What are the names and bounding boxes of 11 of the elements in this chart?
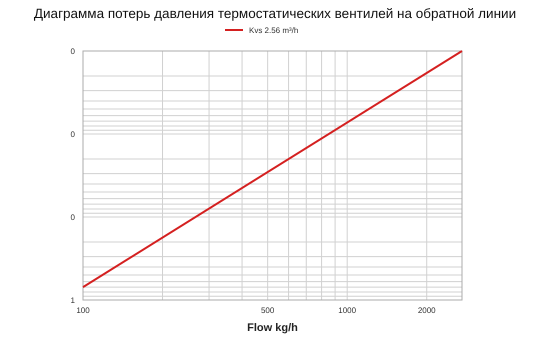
y-tick-label: 0 xyxy=(70,213,76,222)
legend-label: Kvs 2.56 m³/h xyxy=(249,26,298,35)
x-tick-label: 2000 xyxy=(418,306,436,315)
x-axis-title: Flow kg/h xyxy=(247,322,298,334)
y-tick-label: 0 xyxy=(70,47,76,56)
x-tick-label: 500 xyxy=(260,306,275,315)
chart-title: Диаграмма потерь давления термостатических вентилей на обратной линии xyxy=(34,6,516,21)
x-tick-label: 100 xyxy=(76,306,90,315)
x-tick-label: 1000 xyxy=(338,306,357,315)
y-tick-label: 1 xyxy=(70,296,76,305)
y-tick-label: 0 xyxy=(70,130,76,139)
